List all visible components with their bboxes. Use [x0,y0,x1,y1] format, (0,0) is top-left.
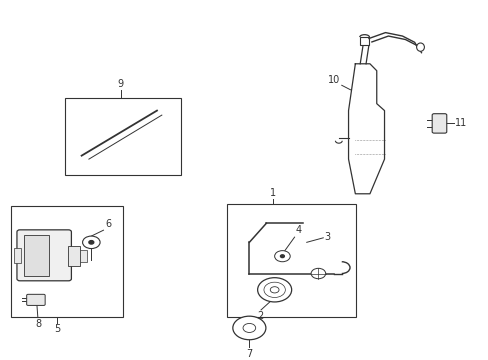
Bar [359,37,369,45]
Circle shape [243,323,255,332]
Bar [11,206,122,317]
Circle shape [89,240,94,244]
Text: 3: 3 [324,232,330,242]
Text: 9: 9 [117,79,123,89]
Circle shape [280,255,284,257]
Text: 11: 11 [454,118,466,129]
Text: 7: 7 [246,349,252,359]
Circle shape [270,287,279,293]
Text: 4: 4 [295,225,301,235]
Circle shape [274,251,289,262]
Circle shape [232,316,265,340]
Bar [227,204,356,317]
Text: 2: 2 [256,311,263,321]
Circle shape [257,278,291,302]
Text: 5: 5 [54,324,61,334]
Text: 1: 1 [269,188,275,198]
Bar [68,247,80,266]
FancyBboxPatch shape [431,114,446,133]
Circle shape [82,236,100,248]
FancyBboxPatch shape [27,294,45,305]
Text: 10: 10 [327,75,340,85]
FancyBboxPatch shape [17,230,71,281]
Bar [24,235,49,276]
Bar [14,248,21,263]
Circle shape [310,268,325,279]
Ellipse shape [416,43,424,51]
Text: 8: 8 [36,319,42,329]
Bar [64,98,181,175]
Text: 6: 6 [105,219,111,229]
Bar [80,250,87,262]
